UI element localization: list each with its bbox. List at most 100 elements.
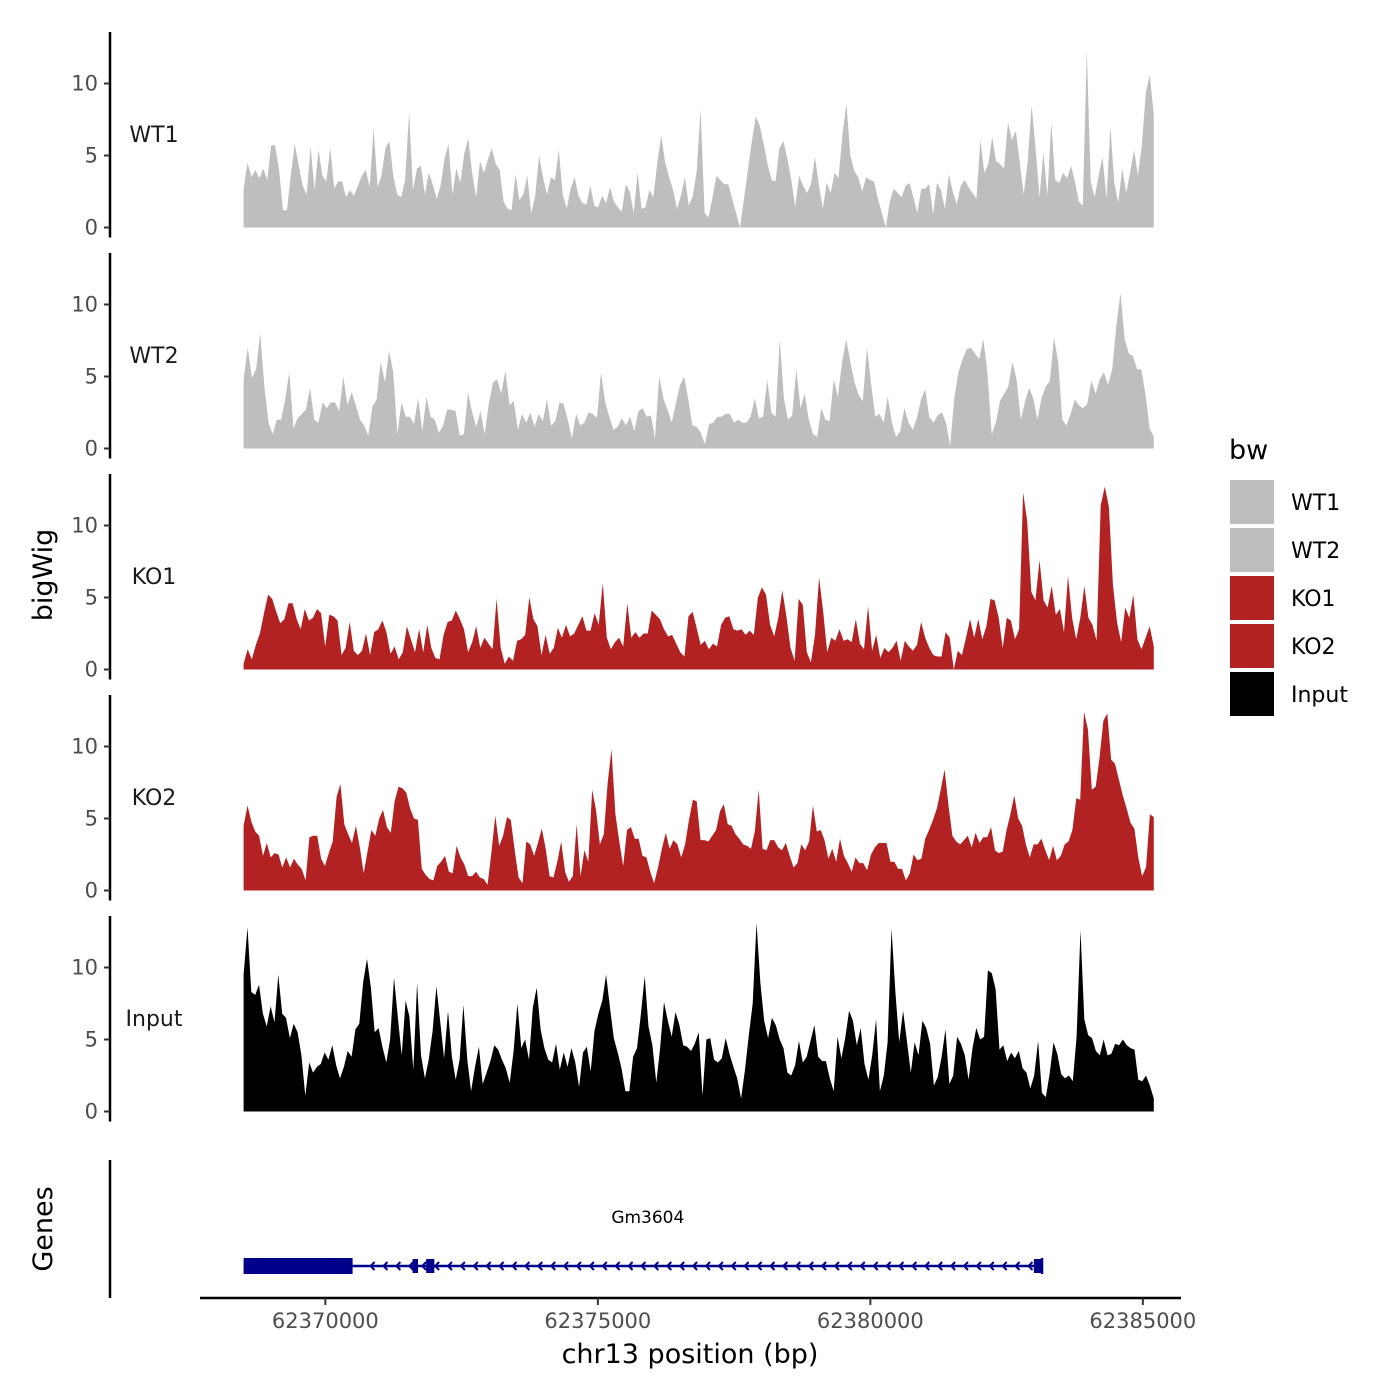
strand-arrow	[717, 1261, 724, 1271]
y-tick-label: 0	[85, 1100, 98, 1124]
legend-item-ko1: KO1	[1230, 576, 1336, 620]
strand-arrow	[704, 1261, 711, 1271]
legend-key	[1230, 576, 1274, 620]
strand-arrow	[846, 1261, 853, 1271]
strand-arrow	[394, 1261, 402, 1271]
y-tick-label: 5	[85, 1028, 98, 1052]
strand-arrow	[459, 1261, 466, 1271]
legend-label: Input	[1291, 683, 1348, 708]
x-axis: 62370000 62375000 62380000 62385000	[200, 1296, 1196, 1333]
strand-arrow	[485, 1261, 492, 1271]
strand-arrow	[1001, 1261, 1008, 1271]
legend-title: bw	[1229, 435, 1268, 466]
y-tick-label: 10	[71, 514, 98, 538]
strand-arrow	[511, 1261, 518, 1271]
strand-arrow	[588, 1261, 595, 1271]
legend-label: KO1	[1291, 587, 1336, 612]
legend-label: WT1	[1291, 491, 1340, 516]
legend-item-ko2: KO2	[1230, 624, 1336, 668]
strand-arrow	[794, 1261, 802, 1271]
gene-exon	[1033, 1259, 1043, 1273]
strand-arrow	[498, 1261, 505, 1271]
y-tick-label: 5	[85, 144, 98, 168]
legend-label: KO2	[1291, 635, 1336, 660]
track-wt2: 0 5 10 WT2	[71, 253, 1154, 461]
strand-arrow	[562, 1261, 569, 1271]
legend-key	[1230, 480, 1274, 524]
strand-arrow	[536, 1261, 544, 1271]
y-tick-label: 10	[71, 956, 98, 980]
strand-arrow	[820, 1261, 827, 1271]
legend-key	[1230, 528, 1274, 572]
strand-arrow	[1027, 1261, 1034, 1271]
strand-arrow	[730, 1261, 737, 1271]
strand-arrow	[575, 1261, 582, 1271]
track-ko2: 0 5 10 KO2	[71, 695, 1154, 903]
strand-arrow	[420, 1261, 427, 1271]
strand-arrow	[665, 1261, 673, 1271]
signal-area-ko1	[243, 486, 1154, 670]
legend-item-input: Input	[1230, 672, 1348, 716]
strand-arrow	[523, 1261, 531, 1271]
gene-exon	[412, 1259, 418, 1273]
y-tick-label: 5	[85, 365, 98, 389]
x-tick-label: 62375000	[544, 1309, 651, 1333]
y-tick-label: 0	[85, 437, 98, 461]
legend: bw WT1 WT2 KO1 KO2 Input	[1229, 435, 1348, 716]
strand-arrow	[446, 1261, 453, 1271]
signal-area-input	[243, 922, 1154, 1112]
strand-arrow	[601, 1261, 608, 1271]
track-label-wt2: WT2	[129, 344, 178, 369]
legend-key	[1230, 672, 1274, 716]
y-tick-label: 10	[71, 72, 98, 96]
strand-arrow	[382, 1261, 389, 1271]
strand-arrow	[923, 1261, 931, 1271]
track-input: 0 5 10 Input	[71, 916, 1154, 1124]
legend-key	[1230, 624, 1274, 668]
strand-arrow	[756, 1261, 763, 1271]
strand-arrow	[910, 1261, 918, 1271]
track-wt1: 0 5 10 WT1	[71, 32, 1154, 240]
gene-exon	[426, 1259, 435, 1273]
strand-arrow	[1014, 1261, 1021, 1271]
strand-arrow	[627, 1261, 634, 1271]
gene-model-gm3604: Gm3604	[243, 1208, 1044, 1274]
strand-arrow	[975, 1261, 982, 1271]
tracks-layer: 0 5 10 WT1 0 5 10 WT2 0 5 10 KO1 0 5 10 KO2 0 5 10 Input	[71, 32, 1154, 1124]
legend-label: WT2	[1291, 539, 1340, 564]
strand-arrow	[472, 1261, 479, 1271]
y-tick-label: 0	[85, 658, 98, 682]
genes-axis-title: Genes	[28, 1186, 59, 1271]
strand-arrow	[872, 1261, 879, 1271]
signal-area-ko2	[243, 711, 1154, 891]
strand-arrow	[433, 1261, 440, 1271]
strand-arrow	[614, 1261, 621, 1271]
strand-arrow	[769, 1261, 776, 1271]
track-label-ko1: KO1	[132, 565, 177, 590]
strand-arrow	[369, 1261, 376, 1271]
x-tick-label: 62385000	[1089, 1309, 1196, 1333]
genes-panel: Gm3604	[108, 1160, 1044, 1298]
legend-item-wt1: WT1	[1230, 480, 1340, 524]
legend-items: WT1 WT2 KO1 KO2 Input	[1230, 480, 1348, 716]
strand-arrow	[936, 1261, 943, 1271]
strand-arrow	[743, 1261, 750, 1271]
strand-arrow	[988, 1261, 995, 1271]
x-tick-label: 62370000	[272, 1309, 379, 1333]
strand-arrow	[833, 1261, 840, 1271]
strand-arrow	[640, 1261, 647, 1271]
y-axis-title: bigWig	[28, 529, 59, 622]
gene-exon	[243, 1258, 353, 1274]
signal-area-wt2	[243, 293, 1154, 449]
strand-arrow	[807, 1261, 814, 1271]
strand-arrow	[962, 1261, 969, 1271]
y-tick-label: 10	[71, 293, 98, 317]
signal-area-wt1	[243, 50, 1154, 228]
x-tick-label: 62380000	[817, 1309, 924, 1333]
strand-arrow	[549, 1261, 556, 1271]
track-ko1: 0 5 10 KO1	[71, 474, 1154, 682]
legend-item-wt2: WT2	[1230, 528, 1340, 572]
strand-arrow	[652, 1261, 660, 1271]
track-label-ko2: KO2	[132, 786, 177, 811]
